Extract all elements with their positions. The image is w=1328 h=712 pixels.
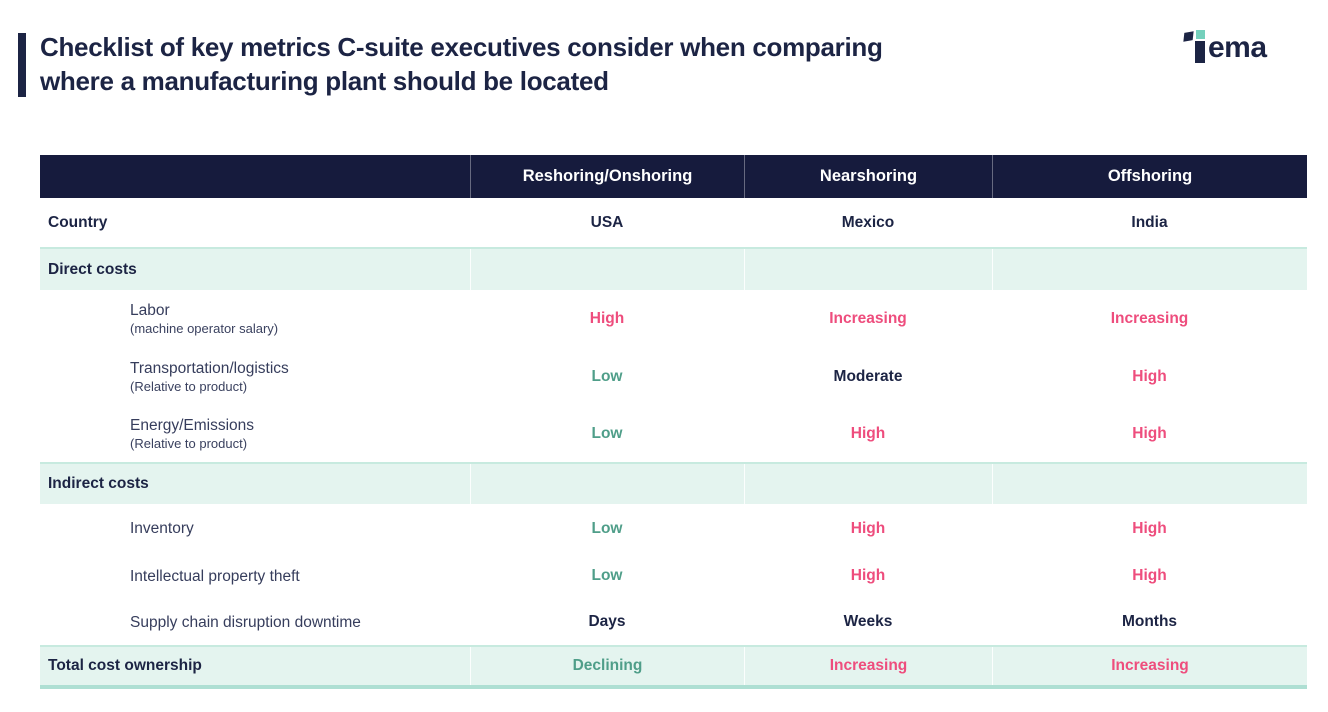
cell-value: Mexico xyxy=(841,213,895,231)
cell-value: India xyxy=(1131,213,1168,231)
column-header-reshoring: Reshoring/Onshoring xyxy=(522,167,693,185)
cell-value: High xyxy=(850,519,886,537)
cell-value: Increasing xyxy=(1110,310,1189,327)
cell-value: Increasing xyxy=(829,657,908,674)
column-header-nearshoring: Nearshoring xyxy=(819,167,918,185)
cell-value: Low xyxy=(591,424,623,442)
table-row-inventory: Inventory Low High High xyxy=(40,504,1307,553)
metric-sublabel: (Relative to product) xyxy=(130,435,248,451)
logo-t-stem xyxy=(1195,41,1205,63)
section-label: Indirect costs xyxy=(48,475,149,492)
cell-value: Increasing xyxy=(1111,657,1189,674)
table-row-total: Total cost ownership Declining Increasin… xyxy=(40,645,1307,689)
section-row-direct-costs: Direct costs xyxy=(40,247,1307,290)
row-label: Country xyxy=(48,213,108,231)
cell-value: Low xyxy=(591,519,623,537)
comparison-table: Reshoring/Onshoring Nearshoring Offshori… xyxy=(40,155,1307,689)
metric-sublabel: (machine operator salary) xyxy=(130,321,279,336)
table-header-row: Reshoring/Onshoring Nearshoring Offshori… xyxy=(40,155,1307,198)
cell-value: Increasing xyxy=(829,310,907,327)
cell-value: Low xyxy=(591,367,623,385)
total-label: Total cost ownership xyxy=(48,657,202,674)
tema-logo: ema xyxy=(1183,28,1267,64)
cell-value: High xyxy=(850,567,886,584)
page-title: Checklist of key metrics C-suite executi… xyxy=(40,30,1080,98)
section-label: Direct costs xyxy=(48,260,137,278)
cell-value: Moderate xyxy=(833,367,903,385)
section-row-indirect-costs: Indirect costs xyxy=(40,462,1307,504)
cell-value: High xyxy=(1132,367,1167,385)
cell-value: High xyxy=(589,310,625,327)
table-row-supply-chain: Supply chain disruption downtime Days We… xyxy=(40,599,1307,645)
metric-label: Labor xyxy=(130,302,170,319)
cell-value: High xyxy=(1132,567,1167,584)
table-row-transportation: Transportation/logistics (Relative to pr… xyxy=(40,348,1307,405)
cell-value: Days xyxy=(588,613,626,630)
metric-label: Transportation/logistics xyxy=(130,359,289,377)
tema-logo-text: ema xyxy=(1208,31,1267,64)
header-cell-empty xyxy=(40,155,470,198)
metric-label: Intellectual property theft xyxy=(130,567,300,585)
logo-flag-shape xyxy=(1183,31,1194,42)
page-title-line1: Checklist of key metrics C-suite executi… xyxy=(40,32,883,62)
table-row-ip-theft: Intellectual property theft Low High Hig… xyxy=(40,553,1307,599)
title-accent-bar xyxy=(18,33,26,97)
cell-value: High xyxy=(1132,519,1167,537)
metric-label: Supply chain disruption downtime xyxy=(130,613,361,631)
table-row-energy: Energy/Emissions (Relative to product) L… xyxy=(40,405,1307,462)
metric-sublabel: (Relative to product) xyxy=(130,378,248,394)
cell-value: Low xyxy=(591,567,623,584)
metric-label: Inventory xyxy=(130,520,194,537)
column-header-offshoring: Offshoring xyxy=(1107,167,1193,185)
cell-value: High xyxy=(850,424,886,442)
cell-value: High xyxy=(1132,424,1167,442)
tema-logo-t-icon xyxy=(1183,28,1208,64)
cell-value: USA xyxy=(590,213,624,231)
logo-teal-square xyxy=(1196,30,1205,39)
cell-value: Weeks xyxy=(843,613,893,630)
table-row-labor: Labor (machine operator salary) High Inc… xyxy=(40,290,1307,348)
cell-value: Declining xyxy=(572,657,643,674)
page-title-line2: where a manufacturing plant should be lo… xyxy=(40,66,609,96)
metric-label: Energy/Emissions xyxy=(130,416,255,434)
table-row-country: Country USA Mexico India xyxy=(40,198,1307,247)
cell-value: Months xyxy=(1121,613,1178,630)
